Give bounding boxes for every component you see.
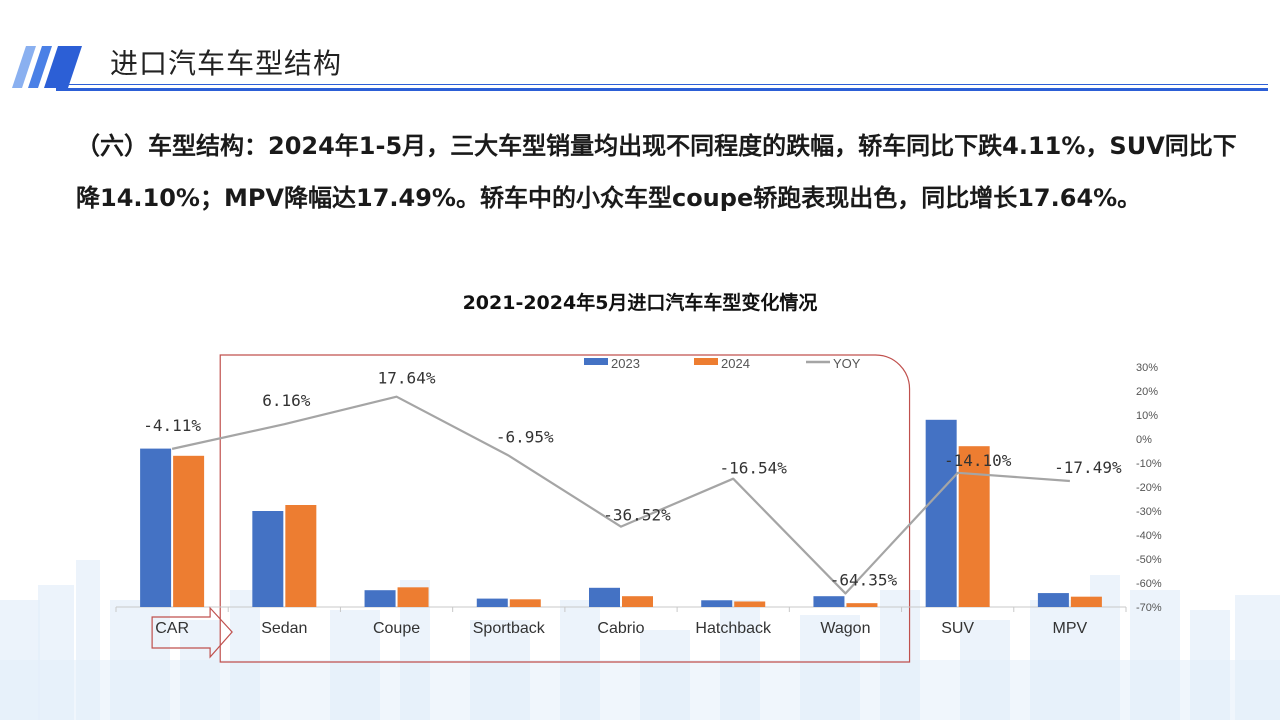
- x-tick-label: Sportback: [473, 620, 546, 637]
- x-tick-label: Coupe: [373, 620, 420, 637]
- bar-2024-hatchback: [734, 601, 766, 607]
- x-tick-label: SUV: [941, 620, 974, 637]
- right-axis-tick-label: 20%: [1136, 386, 1158, 398]
- bar-2023-suv: [925, 419, 957, 607]
- legend-label-yoy: YOY: [833, 356, 861, 371]
- legend-swatch-2024: [694, 358, 718, 365]
- bar-2023-sedan: [252, 511, 284, 607]
- page-title: 进口汽车车型结构: [110, 47, 343, 80]
- x-tick-label: CAR: [155, 620, 189, 637]
- x-tick-label: Wagon: [820, 620, 870, 637]
- bar-2024-cabrio: [622, 596, 653, 607]
- yoy-data-label: 17.64%: [378, 369, 436, 388]
- yoy-data-label: -36.52%: [603, 506, 671, 525]
- slanted-stripes-logo-icon: [12, 46, 82, 88]
- x-tick-label: Sedan: [261, 620, 307, 637]
- right-axis-tick-label: -30%: [1136, 506, 1162, 518]
- bar-2023-mpv: [1037, 593, 1069, 607]
- bar-2024-mpv: [1070, 596, 1102, 607]
- bar-2023-wagon: [813, 596, 845, 607]
- highlight-box: [219, 354, 911, 663]
- skyline-base: [0, 660, 1280, 720]
- yoy-data-label: -16.54%: [720, 459, 788, 478]
- right-axis-tick-label: -50%: [1136, 554, 1162, 566]
- bar-2023-hatchback: [701, 600, 733, 607]
- x-tick-label: Hatchback: [695, 620, 772, 637]
- x-tick-label: Cabrio: [597, 620, 644, 637]
- yoy-data-label: -64.35%: [830, 570, 898, 589]
- bar-2023-sportback: [476, 598, 508, 607]
- right-arrow-outline-icon: [151, 606, 233, 659]
- yoy-data-label: -4.11%: [143, 416, 201, 435]
- bar-2024-coupe: [397, 587, 429, 607]
- right-axis-tick-label: 0%: [1136, 434, 1152, 446]
- summary-paragraph: （六）车型结构：2024年1-5月，三大车型销量均出现不同程度的跌幅，轿车同比下…: [76, 132, 1237, 212]
- header-divider-thick: [56, 88, 1268, 91]
- yoy-line: [171, 395, 1070, 595]
- bar-2023-coupe: [364, 590, 396, 607]
- right-axis-tick-label: 10%: [1136, 410, 1158, 422]
- x-tick-label: MPV: [1053, 620, 1088, 637]
- bar-2023-car: [140, 448, 172, 607]
- right-axis-tick-label: -40%: [1136, 530, 1162, 542]
- right-axis-tick-label: -10%: [1136, 458, 1162, 470]
- right-axis-tick-label: -60%: [1136, 578, 1162, 590]
- chart-title: 2021-2024年5月进口汽车车型变化情况: [462, 292, 818, 314]
- legend-label-2024: 2024: [721, 356, 750, 371]
- bar-2024-suv: [958, 446, 990, 607]
- bar-2024-wagon: [846, 603, 878, 607]
- bar-2023-cabrio: [589, 587, 620, 607]
- yoy-data-label: 6.16%: [262, 391, 311, 410]
- right-axis-tick-label: -20%: [1136, 482, 1162, 494]
- bar-2024-car: [173, 455, 205, 607]
- legend-label-2023: 2023: [611, 356, 640, 371]
- bar-2024-sedan: [285, 505, 317, 607]
- header-divider-thin: [56, 84, 1268, 85]
- yoy-data-label: -14.10%: [944, 451, 1012, 470]
- right-axis-tick-label: -70%: [1136, 602, 1162, 614]
- bar-2024-sportback: [509, 599, 541, 607]
- yoy-data-label: -17.49%: [1054, 458, 1122, 477]
- right-axis-tick-label: 30%: [1136, 362, 1158, 374]
- legend-swatch-2023: [584, 358, 608, 365]
- yoy-data-label: -6.95%: [496, 428, 554, 447]
